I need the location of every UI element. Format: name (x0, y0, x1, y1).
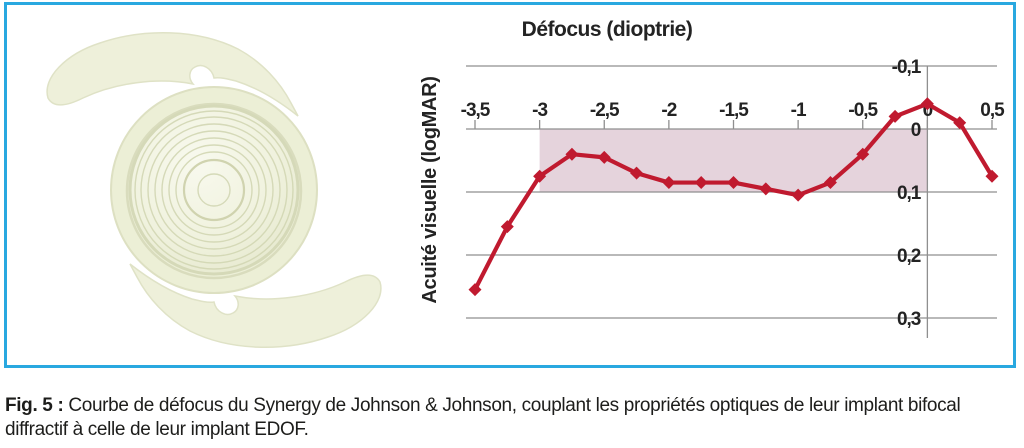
data-point-marker (985, 169, 999, 183)
x-tick-label: -3 (532, 100, 547, 121)
x-tick-label: -1,5 (719, 100, 749, 121)
x-tick-label: -2 (661, 100, 676, 121)
data-point-marker (630, 166, 644, 180)
data-point-marker (920, 97, 934, 111)
x-tick-label: -1 (791, 100, 807, 121)
lens-haptic-bottom (129, 263, 382, 348)
lens-diffractive-ring (140, 116, 288, 264)
data-point-marker (694, 176, 708, 190)
lens-diffractive-ring (161, 137, 267, 243)
lens-face-shadow (125, 102, 303, 280)
figure-caption: Fig. 5 : Courbe de défocus du Synergy de… (5, 394, 1017, 442)
x-tick-label: -3,5 (461, 100, 491, 121)
data-point-marker (759, 182, 773, 196)
y-tick-label: 0,1 (897, 183, 922, 204)
lens-haptic-top (46, 32, 299, 117)
lens-diffractive-ring (154, 130, 274, 250)
lens-diffractive-ring (175, 151, 253, 229)
x-tick-label: -2,5 (590, 100, 620, 121)
x-tick-label: 0,5 (980, 100, 1005, 121)
x-tick-label: -0,5 (848, 100, 878, 121)
lens-diffractive-ring (134, 110, 294, 270)
data-point-marker (727, 176, 740, 190)
lens-central-ring (182, 158, 246, 222)
y-tick-label: 0,2 (897, 246, 921, 267)
lens-diffractive-ring (197, 173, 231, 207)
data-point-marker (565, 147, 579, 161)
y-tick-label: 0 (911, 120, 921, 141)
data-point-marker (888, 109, 902, 123)
lens-diffractive-ring (147, 123, 281, 257)
iol-lens-image (46, 32, 382, 348)
data-point-marker (823, 176, 837, 190)
data-point-marker (468, 283, 482, 297)
y-tick-label: -0,1 (892, 57, 922, 78)
data-point-marker (500, 220, 514, 234)
figure-caption-label: Fig. 5 : (5, 395, 64, 416)
chart-y-axis-title: Acuité visuelle (logMAR) (420, 76, 441, 303)
data-point-marker (533, 169, 547, 183)
data-point-marker (597, 150, 611, 164)
defocus-chart: -3,5 -3 -2,5 -2 -1,5 -1 -0,5 0 0,5 -0,1 0 0,1 0,2 0,3… (420, 18, 1006, 338)
y-tick-label: 0,3 (897, 309, 921, 330)
data-point-marker (856, 147, 870, 161)
data-point-marker (953, 116, 967, 130)
lens-diffractive-ring (168, 144, 260, 236)
x-tick-label: 0 (923, 100, 933, 121)
data-point-marker (662, 176, 676, 190)
chart-x-axis-title: Défocus (dioptrie) (522, 18, 693, 41)
figure-caption-text: Courbe de défocus du Synergy de Johnson … (5, 395, 961, 440)
data-point-marker (791, 188, 805, 202)
